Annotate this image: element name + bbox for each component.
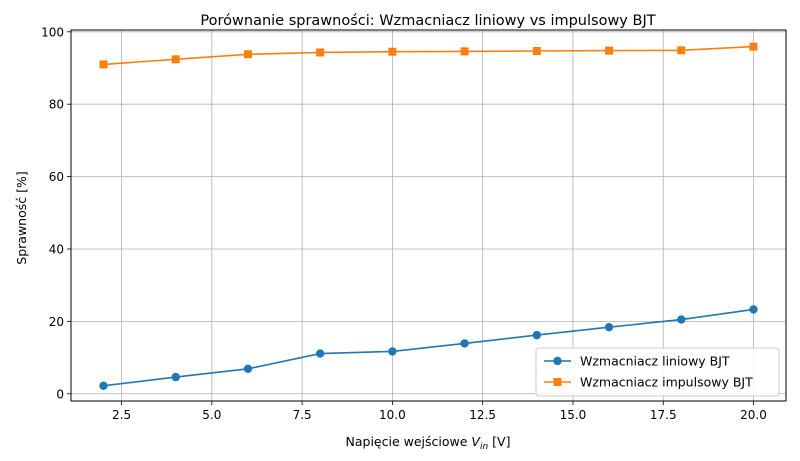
data-point bbox=[171, 372, 180, 382]
x-tick-label: 17.5 bbox=[650, 408, 677, 422]
data-point bbox=[243, 50, 252, 59]
legend-box bbox=[535, 347, 780, 397]
x-tick-label: 10.0 bbox=[379, 408, 406, 422]
data-point bbox=[749, 305, 758, 314]
grid bbox=[71, 30, 786, 401]
x-tick-label: 15.0 bbox=[560, 408, 587, 422]
series-layer bbox=[99, 42, 758, 390]
y-axis: 0 20 40 60 80 100 bbox=[41, 25, 71, 401]
x-tick-label: 20.0 bbox=[740, 408, 767, 422]
data-point bbox=[460, 339, 469, 348]
legend-marker bbox=[553, 356, 562, 366]
data-point bbox=[171, 55, 180, 64]
plot-frame bbox=[70, 29, 787, 402]
data-point bbox=[99, 60, 108, 69]
x-axis-label: Napięcie wejściowe Vin [V] bbox=[346, 434, 511, 452]
y-tick-label: 100 bbox=[41, 25, 64, 39]
series-line-1 bbox=[103, 308, 754, 387]
y-tick-label: 40 bbox=[49, 242, 64, 256]
y-tick-label: 80 bbox=[49, 98, 64, 112]
data-point bbox=[604, 322, 614, 332]
data-point bbox=[388, 47, 397, 56]
data-point bbox=[605, 46, 614, 55]
legend-marker bbox=[553, 378, 562, 386]
y-tick-label: 20 bbox=[49, 315, 64, 329]
data-point bbox=[749, 42, 758, 51]
data-point bbox=[532, 46, 541, 55]
data-point bbox=[316, 48, 325, 57]
data-point bbox=[532, 330, 542, 340]
y-tick-label: 60 bbox=[49, 170, 64, 184]
chart-title: Porównanie sprawności: Wzmacniacz liniow… bbox=[200, 13, 655, 29]
x-tick-label: 2.5 bbox=[112, 408, 131, 422]
data-point bbox=[388, 347, 397, 356]
y-axis-label: Sprawność [%] bbox=[14, 171, 29, 264]
data-point bbox=[243, 364, 253, 373]
data-point bbox=[315, 349, 325, 358]
y-tick-label: 0 bbox=[56, 387, 64, 401]
data-point bbox=[99, 381, 108, 390]
series-line-2 bbox=[103, 45, 754, 66]
legend-label: Wzmacniacz liniowy BJT bbox=[580, 354, 730, 369]
x-axis: 2.5 5.0 7.5 10.0 12.5 15.0 17.5 20.0 bbox=[112, 401, 767, 422]
data-point bbox=[677, 46, 686, 55]
data-point bbox=[677, 315, 686, 324]
legend-label: Wzmacniacz impulsowy BJT bbox=[580, 375, 753, 390]
legend: Wzmacniacz liniowy BJT Wzmacniacz impulso… bbox=[535, 347, 780, 397]
data-point bbox=[460, 47, 469, 56]
x-tick-label: 7.5 bbox=[293, 408, 312, 422]
x-tick-label: 5.0 bbox=[202, 408, 221, 422]
x-tick-label: 12.5 bbox=[469, 408, 496, 422]
